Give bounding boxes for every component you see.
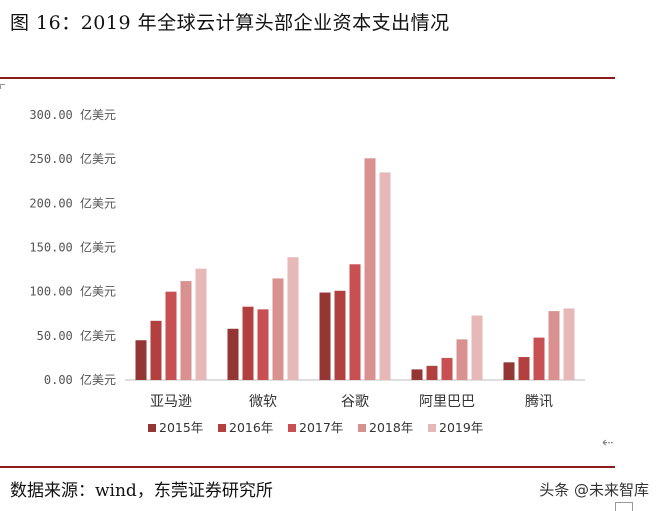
legend-swatch	[428, 424, 436, 432]
legend-label: 2019年	[439, 420, 483, 435]
legend-swatch	[288, 424, 296, 432]
legend-label: 2017年	[299, 420, 343, 435]
bar	[334, 290, 346, 380]
y-tick-label: 250.00 亿美元	[29, 151, 116, 166]
bar	[257, 309, 269, 380]
bar	[195, 268, 207, 380]
y-tick-label: 100.00 亿美元	[29, 284, 116, 299]
capex-bar-chart: 0.00 亿美元 50.00 亿美元 100.00 亿美元 150.00 亿美元 200…	[29, 107, 585, 435]
bar	[150, 320, 162, 380]
y-tick-label: 200.00 亿美元	[29, 195, 116, 210]
bar	[533, 337, 545, 380]
y-tick-label: 150.00 亿美元	[29, 240, 116, 255]
bar	[227, 328, 239, 380]
bar	[349, 264, 361, 380]
legend-swatch	[358, 424, 366, 432]
x-tick-label: 微软	[249, 394, 277, 410]
bar	[135, 340, 147, 380]
bar	[180, 281, 192, 380]
return-arrow-icon: ⇠	[602, 435, 614, 451]
legend-label: 2018年	[369, 420, 413, 435]
bar	[456, 339, 468, 380]
top-rule	[0, 77, 615, 79]
bar	[441, 357, 453, 380]
bar	[426, 365, 438, 380]
x-tick-label: 腾讯	[525, 393, 553, 410]
watermark: 头条 @未来智库	[539, 481, 649, 499]
bottom-rule	[0, 466, 615, 468]
bar	[518, 357, 530, 380]
bar	[287, 257, 299, 380]
legend-label: 2015年	[159, 420, 203, 435]
bar	[548, 311, 560, 380]
bar	[165, 291, 177, 380]
legend-swatch	[218, 424, 226, 432]
bar	[503, 362, 515, 380]
bar	[364, 158, 376, 380]
legend-label: 2016年	[229, 420, 273, 435]
data-source: 数据来源：wind，东莞证券研究所	[10, 481, 273, 501]
x-tick-label: 亚马逊	[150, 394, 192, 410]
bar	[272, 278, 284, 380]
figure-title: 图 16：2019 年全球云计算头部企业资本支出情况	[10, 12, 450, 34]
x-tick-label: 阿里巴巴	[419, 394, 475, 410]
bar	[379, 172, 391, 380]
corner-box	[615, 502, 633, 511]
y-tick-label: 300.00 亿美元	[29, 107, 116, 122]
y-tick-label: 50.00 亿美元	[37, 328, 116, 343]
legend-swatch	[148, 424, 156, 432]
y-tick-label: 0.00 亿美元	[44, 372, 116, 387]
bar	[563, 308, 575, 380]
bar	[411, 369, 423, 380]
bar	[319, 292, 331, 380]
bar	[242, 306, 254, 380]
bar	[471, 315, 483, 380]
x-tick-label: 谷歌	[341, 394, 369, 410]
corner-mark	[0, 84, 5, 89]
